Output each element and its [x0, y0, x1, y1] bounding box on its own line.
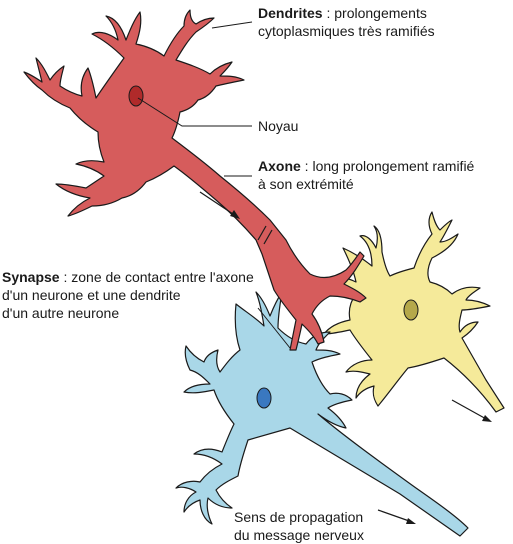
- axone-term: Axone: [258, 158, 301, 174]
- red-neuron-body: [23, 9, 367, 351]
- synapse-term: Synapse: [2, 269, 60, 285]
- axon-break-mark-1: [257, 225, 267, 241]
- yellow-neuron-nucleus: [403, 299, 419, 321]
- synapse-line2: d'un neurone et une dendrite: [2, 287, 181, 303]
- propagation-arrow-yellow: [451, 399, 492, 422]
- synapse-label: Synapse : zone de contact entre l'axone …: [2, 268, 254, 322]
- noyau-leader: [137, 97, 252, 127]
- dendrites-text: : prolongements: [322, 5, 427, 21]
- propagation-label: Sens de propagation du message nerveux: [234, 508, 364, 544]
- dendrites-term: Dendrites: [258, 5, 323, 21]
- noyau-label: Noyau: [258, 118, 299, 134]
- axon-break-mark-2: [263, 229, 273, 245]
- synapse-leader: [257, 307, 291, 349]
- propagation-line1: Sens de propagation: [234, 509, 364, 525]
- propagation-arrow-blue: [377, 509, 416, 524]
- synapse-line3: d'un autre neurone: [2, 305, 120, 321]
- axone-line2: à son extrémité: [258, 176, 354, 192]
- propagation-line2: du message nerveux: [234, 527, 364, 543]
- yellow-neuron: [323, 211, 505, 413]
- red-neuron: [23, 9, 367, 351]
- axone-text: : long prolongement ramifié: [300, 158, 475, 174]
- axone-label: Axone : long prolongement ramifié à son …: [258, 157, 474, 193]
- dendrites-leader: [211, 21, 253, 29]
- synapse-text: : zone de contact entre l'axone: [59, 269, 254, 285]
- propagation-arrow-red: [199, 191, 240, 219]
- red-neuron-nucleus: [128, 85, 144, 107]
- blue-neuron-nucleus: [256, 387, 272, 409]
- dendrites-label: Dendrites : prolongements cytoplasmiques…: [258, 4, 435, 40]
- dendrites-line2: cytoplasmiques très ramifiés: [258, 23, 435, 39]
